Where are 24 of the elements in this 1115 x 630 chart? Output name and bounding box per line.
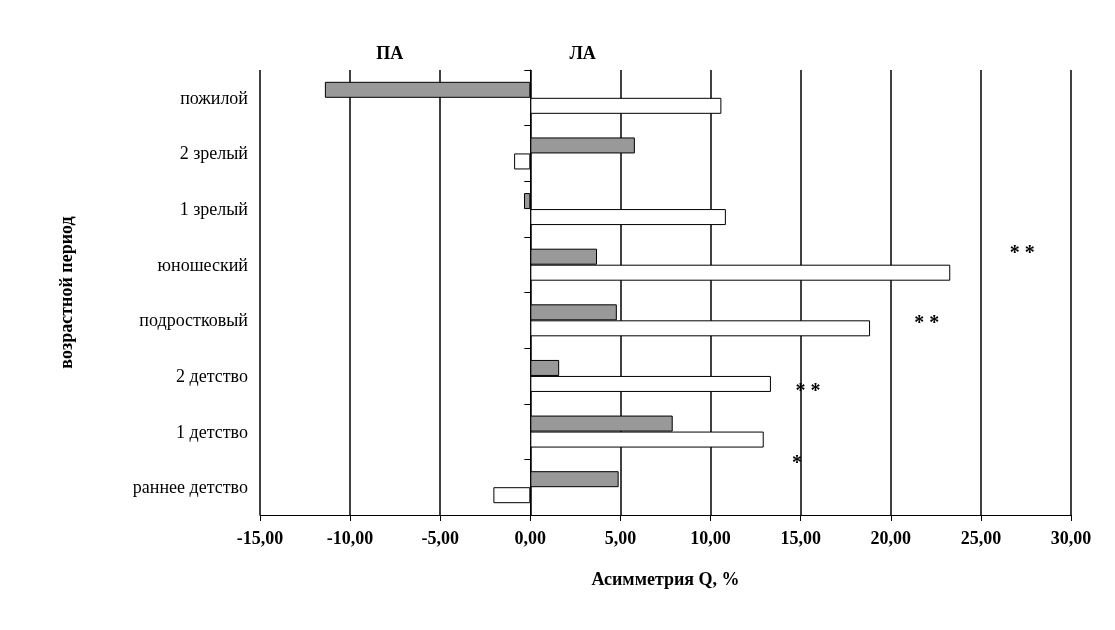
- x-tick-label: 20,00: [870, 528, 912, 548]
- x-tick-label: -15,00: [236, 528, 284, 548]
- y-axis-title: возрастной период: [56, 216, 76, 369]
- y-tick-label: 1 детство: [176, 421, 248, 442]
- y-tick-label: подростковый: [139, 310, 249, 331]
- y-tick-label: раннее детство: [132, 477, 248, 498]
- x-tick-label: 10,00: [690, 528, 731, 548]
- annotation: * *: [1009, 240, 1035, 263]
- text: ЛА: [569, 43, 596, 63]
- x-tick-label: 5,00: [604, 528, 637, 548]
- x-tick-label: 25,00: [960, 528, 1002, 548]
- x-tick-label: -5,00: [421, 528, 459, 548]
- x-tick-label: 15,00: [780, 528, 821, 548]
- y-tick-label: 2 детство: [176, 365, 248, 386]
- x-tick-label: -10,00: [326, 528, 374, 548]
- y-tick-label: 1 зрелый: [179, 199, 249, 220]
- y-tick-label: 2 зрелый: [179, 143, 249, 164]
- y-tick-label: юношеский: [157, 254, 249, 275]
- annotation: * *: [914, 310, 940, 333]
- x-tick-label: 30,00: [1050, 528, 1092, 548]
- text: ПА: [376, 43, 404, 63]
- x-axis-title: Асимметрия Q, %: [591, 569, 740, 589]
- y-tick-label: пожилой: [180, 87, 249, 108]
- x-tick-label: 0,00: [514, 528, 547, 548]
